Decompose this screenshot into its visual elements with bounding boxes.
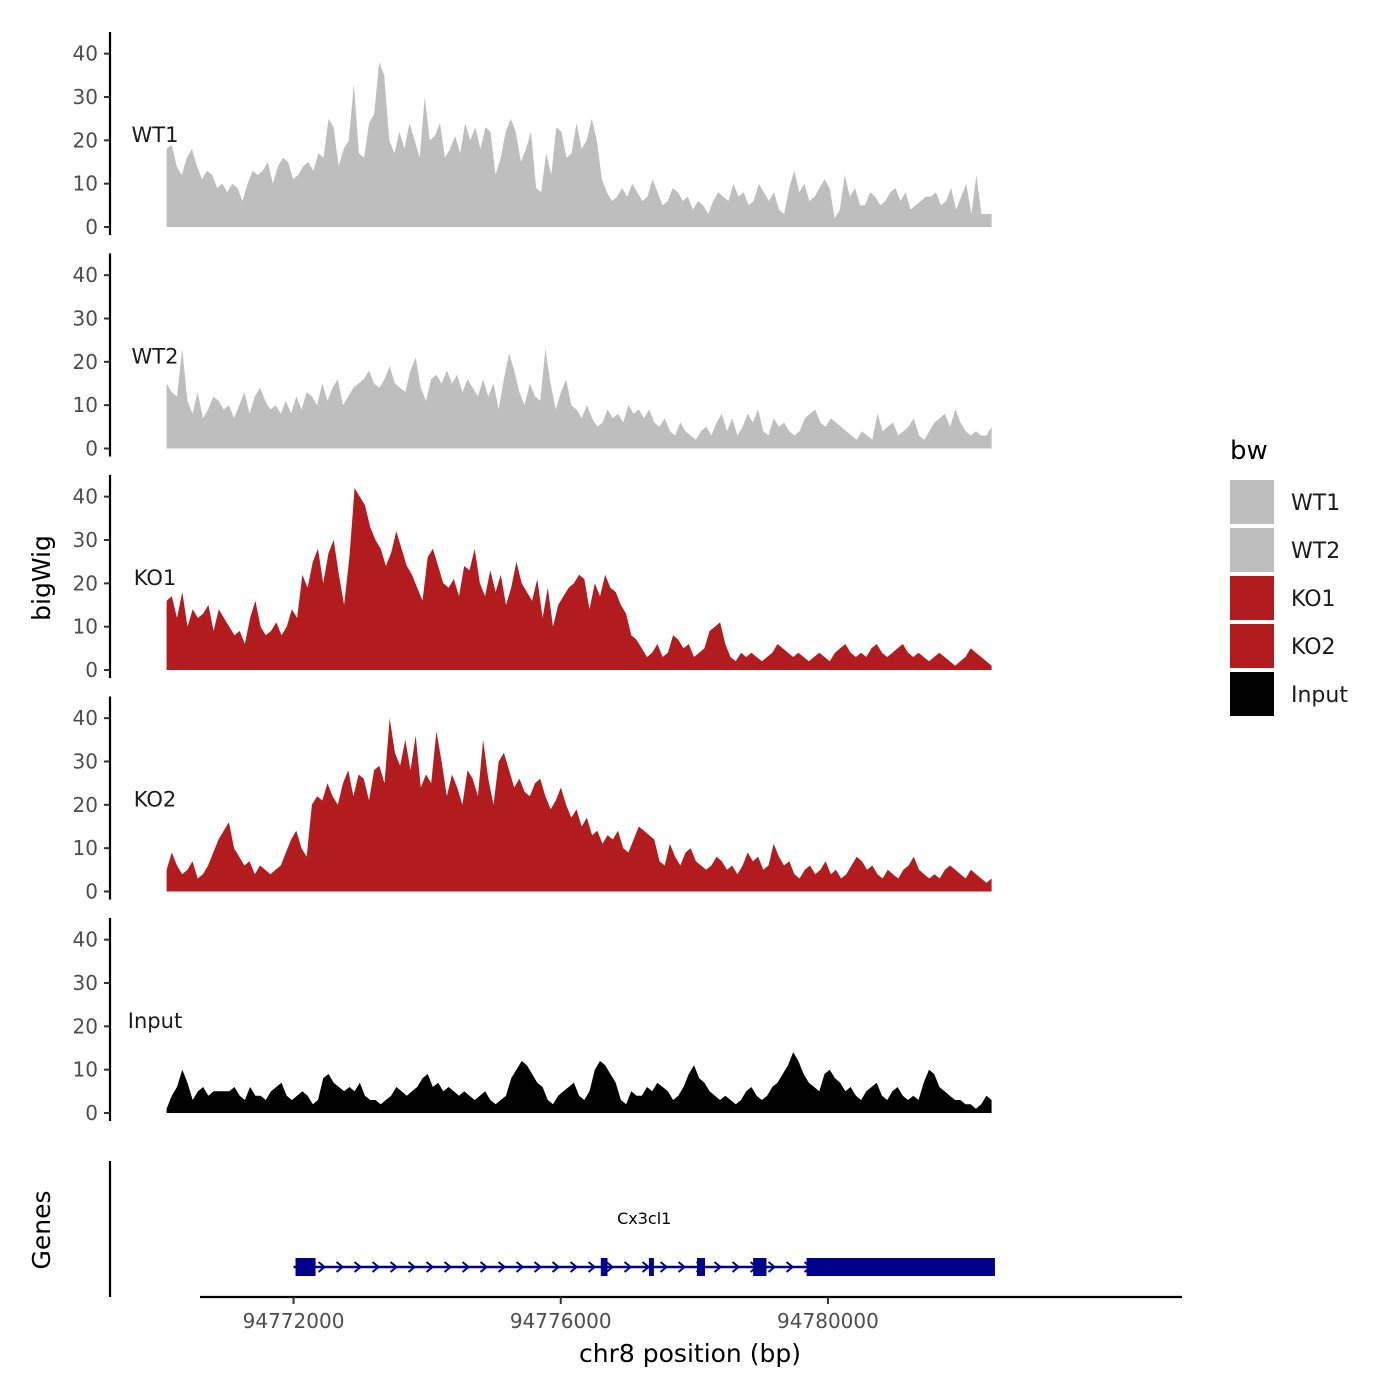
strand-arrow (533, 1261, 543, 1273)
gene-exon (600, 1258, 608, 1276)
strand-arrow (713, 1261, 723, 1273)
y-tick-label: 0 (85, 437, 98, 461)
legend-swatch-ko1 (1230, 576, 1274, 620)
x-tick-label: 94772000 (243, 1309, 345, 1333)
track-ko2: 0 10 20 30 40 KO2 (73, 696, 992, 904)
y-tick-label: 30 (73, 85, 98, 109)
track-label-ko1: KO1 (134, 566, 177, 590)
strand-arrow (785, 1261, 795, 1273)
y-tick-label: 20 (73, 350, 98, 374)
y-tick-label: 10 (73, 393, 98, 417)
gene-name-label: Cx3cl1 (617, 1209, 671, 1228)
strand-arrow (569, 1261, 579, 1273)
area-ko2 (166, 718, 992, 892)
strand-arrow (425, 1261, 435, 1273)
y-tick-label: 40 (73, 263, 98, 287)
strand-arrow (335, 1261, 345, 1273)
strand-arrow (443, 1261, 453, 1273)
legend-label-wt1: WT1 (1291, 491, 1340, 516)
gene-track: Cx3cl1 (108, 1161, 995, 1297)
track-wt1: 0 10 20 30 40 WT1 (73, 32, 992, 239)
legend-title: bw (1230, 436, 1268, 466)
gene-exon (697, 1258, 706, 1276)
y-tick-label: 0 (85, 215, 98, 239)
y-tick-label: 10 (73, 615, 98, 639)
gene-exon (295, 1258, 316, 1276)
strand-arrow (371, 1261, 381, 1273)
x-tick-label: 94780000 (777, 1309, 879, 1333)
legend-swatch-input (1230, 672, 1274, 716)
track-ko1: 0 10 20 30 40 KO1 (73, 475, 992, 682)
strand-arrow (551, 1261, 561, 1273)
area-input (166, 1052, 992, 1113)
strand-arrow (641, 1261, 651, 1273)
strand-arrow (389, 1261, 399, 1273)
strand-arrow (623, 1261, 633, 1273)
area-wt1 (166, 62, 992, 227)
x-axis-title: chr8 position (bp) (579, 1339, 801, 1368)
gene-exon (806, 1258, 995, 1276)
y-tick-label: 20 (73, 1014, 98, 1038)
track-label-wt1: WT1 (132, 123, 179, 147)
legend-swatch-wt1 (1230, 480, 1274, 524)
strand-arrow (353, 1261, 363, 1273)
y-tick-label: 30 (73, 307, 98, 331)
strand-arrow (731, 1261, 741, 1273)
genes-track-title: Genes (27, 1190, 56, 1269)
y-tick-label: 30 (73, 750, 98, 774)
strand-arrow (605, 1261, 615, 1273)
y-tick-label: 0 (85, 880, 98, 904)
y-tick-label: 40 (73, 42, 98, 66)
x-axis: 94772000 94776000 94780000 (200, 1295, 1182, 1333)
strand-arrow (461, 1261, 471, 1273)
gene-exon (753, 1258, 767, 1276)
gene-exon (648, 1258, 654, 1276)
track-wt2: 0 10 20 30 40 WT2 (73, 253, 992, 461)
y-tick-label: 10 (73, 836, 98, 860)
legend-swatch-wt2 (1230, 528, 1274, 572)
y-tick-label: 10 (73, 1058, 98, 1082)
legend-label-ko1: KO1 (1291, 587, 1336, 612)
strand-arrow (407, 1261, 417, 1273)
track-label-input: Input (128, 1009, 182, 1033)
y-tick-label: 20 (73, 128, 98, 152)
tracks: 0 10 20 30 40 WT1 0 10 20 30 40 WT2 0 10 20 30 40 KO1 0 10 2… (73, 32, 992, 1125)
y-axis-title: bigWig (27, 535, 56, 621)
strand-arrow (317, 1261, 327, 1273)
area-wt2 (166, 348, 992, 449)
legend: bw WT1 WT2 KO1 KO2 Input (1230, 436, 1348, 716)
y-tick-label: 30 (73, 528, 98, 552)
y-tick-label: 10 (73, 172, 98, 196)
strand-arrow (659, 1261, 669, 1273)
y-tick-label: 40 (73, 706, 98, 730)
legend-label-wt2: WT2 (1291, 539, 1340, 564)
strand-arrow (767, 1261, 777, 1273)
y-tick-label: 20 (73, 571, 98, 595)
y-tick-label: 0 (85, 658, 98, 682)
area-ko1 (166, 488, 992, 670)
track-input: 0 10 20 30 40 Input (73, 918, 992, 1125)
y-tick-label: 0 (85, 1101, 98, 1125)
strand-arrow (587, 1261, 597, 1273)
y-tick-label: 40 (73, 928, 98, 952)
y-tick-label: 40 (73, 485, 98, 509)
track-label-ko2: KO2 (134, 788, 177, 812)
legend-label-ko2: KO2 (1291, 635, 1336, 660)
strand-arrow (515, 1261, 525, 1273)
y-tick-label: 30 (73, 971, 98, 995)
y-tick-label: 20 (73, 793, 98, 817)
strand-arrow (677, 1261, 687, 1273)
x-tick-label: 94776000 (510, 1309, 612, 1333)
track-label-wt2: WT2 (132, 345, 179, 369)
strand-arrow (497, 1261, 507, 1273)
legend-label-input: Input (1291, 683, 1348, 708)
strand-arrow (479, 1261, 489, 1273)
legend-swatch-ko2 (1230, 624, 1274, 668)
